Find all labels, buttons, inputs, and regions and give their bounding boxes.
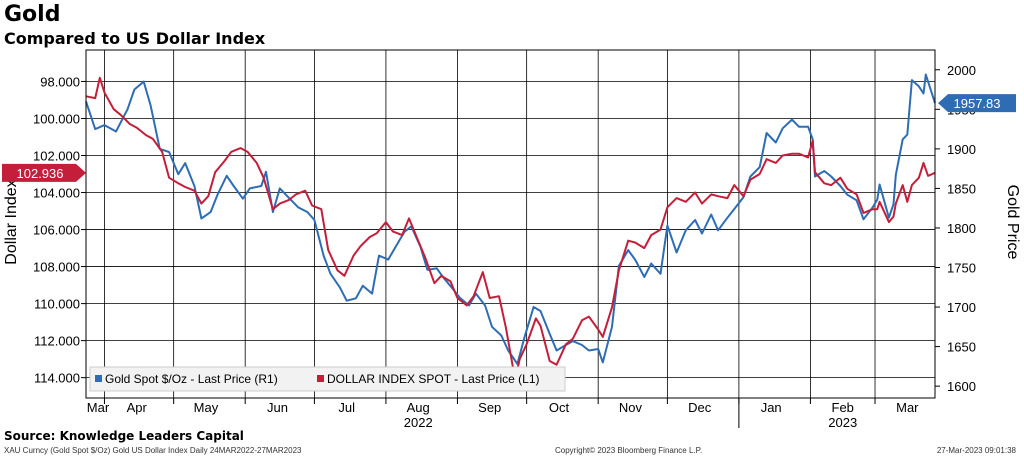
right-tick-label: 1900 <box>947 142 976 157</box>
left-tick-label: 106.000 <box>33 223 80 238</box>
x-tick-label: Jun <box>267 400 288 415</box>
legend-label-dollar-index: DOLLAR INDEX SPOT - Last Price (L1) <box>327 372 540 386</box>
left-tick-label: 108.000 <box>33 260 80 275</box>
right-tick-label: 1850 <box>947 181 976 196</box>
tag-dollar-index <box>2 163 86 182</box>
x-tick-label: Dec <box>688 400 712 415</box>
right-tick-label: 1750 <box>947 261 976 276</box>
right-tick-label: 1800 <box>947 221 976 236</box>
tag-gold-value: 1957.83 <box>954 96 1001 111</box>
legend-swatch-dollar-index <box>317 375 324 382</box>
year-label: 2022 <box>404 415 433 430</box>
series-layer <box>85 73 936 381</box>
x-tick-label: Feb <box>832 400 854 415</box>
x-tick-label: Apr <box>127 400 148 415</box>
x-tick-label: Mar <box>896 400 919 415</box>
footer-left: XAU Curncy (Gold Spot $/Oz) Gold US Doll… <box>4 446 302 455</box>
source-note: Source: Knowledge Leaders Capital <box>4 429 244 443</box>
chart-subtitle: Compared to US Dollar Index <box>4 29 266 48</box>
left-axis-title: Dollar Index <box>3 179 20 264</box>
right-tick-label: 1700 <box>947 300 976 315</box>
axes <box>85 49 936 399</box>
series-line-dollar-index <box>85 76 936 381</box>
left-tick-label: 102.000 <box>33 149 80 164</box>
tag-gold <box>938 94 1016 113</box>
right-tick-label: 1600 <box>947 379 976 394</box>
right-tick-label: 1650 <box>947 340 976 355</box>
last-value-tags: 1957.83 102.936 <box>2 94 1016 182</box>
legend-box <box>89 366 566 392</box>
right-axis-title: Gold Price <box>1004 185 1021 260</box>
x-tick-label: Mar <box>87 400 110 415</box>
left-tick-label: 104.000 <box>33 186 80 201</box>
x-tick-label: Oct <box>549 400 570 415</box>
year-label: 2023 <box>828 415 857 430</box>
x-axis-ticks: Mar Apr May Jun Jul Aug Sep Oct Nov Dec Jan Feb Mar 2… <box>87 398 919 430</box>
x-tick-label: Aug <box>407 400 430 415</box>
x-tick-label: Jul <box>338 400 355 415</box>
left-tick-label: 98.000 <box>40 74 80 89</box>
grid <box>86 50 935 398</box>
plot-frame <box>85 49 936 399</box>
chart-title: Gold <box>4 2 61 27</box>
x-tick-label: Sep <box>478 400 501 415</box>
left-tick-label: 100.000 <box>33 111 80 126</box>
left-tick-label: 114.000 <box>34 371 80 386</box>
left-tick-label: 110.000 <box>34 297 80 312</box>
legend-swatch-gold <box>95 375 102 382</box>
footer-right: 27-Mar-2023 09:01:38 <box>936 446 1016 455</box>
left-tick-label: 112.000 <box>34 334 80 349</box>
legend-label-gold: Gold Spot $/Oz - Last Price (R1) <box>105 372 278 386</box>
right-axis-ticks: 200019501900185018001750170016501600 <box>935 63 976 394</box>
legend: Gold Spot $/Oz - Last Price (R1) DOLLAR I… <box>89 366 566 392</box>
x-tick-label: Nov <box>619 400 643 415</box>
x-tick-label: May <box>194 400 219 415</box>
left-axis-ticks: 98.000 100.000 102.000 104.000 106.000 108.00… <box>33 74 86 386</box>
tag-dollar-index-value: 102.936 <box>17 166 64 181</box>
series-line-gold <box>85 73 936 365</box>
footer-center: Copyright© 2023 Bloomberg Finance L.P. <box>555 446 703 455</box>
x-tick-label: Jan <box>761 400 782 415</box>
right-tick-label: 2000 <box>947 63 976 78</box>
